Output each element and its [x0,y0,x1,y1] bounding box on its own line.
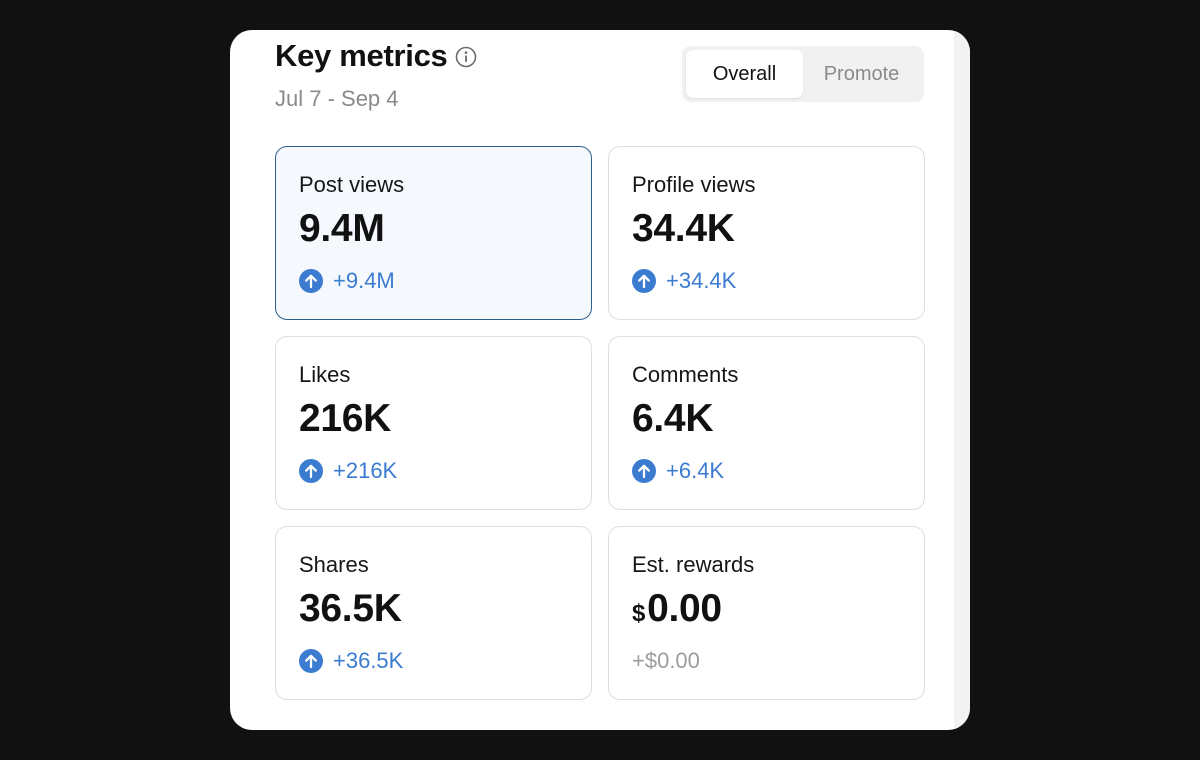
metric-value: 36.5K [299,585,568,633]
metric-delta-row: +34.4K [632,267,901,295]
metric-label: Post views [299,172,405,197]
metric-label: Comments [632,362,739,387]
page-title: Key metrics [275,38,448,73]
metric-delta: +6.4K [666,458,725,483]
metric-card-comments[interactable]: Comments 6.4K +6.4K [608,336,925,510]
metric-value: 34.4K [632,205,901,253]
metric-currency: $ [632,600,646,627]
metric-number: 216K [299,397,392,440]
metric-delta-row: +9.4M [299,267,568,295]
metric-delta: +34.4K [666,268,737,293]
date-range: Jul 7 - Sep 4 [275,86,399,111]
metric-value: $0.00 [632,585,901,633]
metric-label: Profile views [632,172,756,197]
metric-delta: +9.4M [333,268,395,293]
metric-card-profile-views[interactable]: Profile views 34.4K +34.4K [608,146,925,320]
metric-label: Shares [299,552,369,577]
title-row: Key metrics [275,38,477,74]
metric-number: 9.4M [299,207,385,250]
panel-edge [954,30,970,730]
metric-card-est-rewards[interactable]: Est. rewards $0.00 +$0.00 [608,526,925,700]
arrow-up-circle-icon [632,459,656,483]
key-metrics-panel: Key metrics Jul 7 - Sep 4 Overall Promot… [230,30,970,730]
metric-delta-row: +36.5K [299,647,568,675]
metric-card-likes[interactable]: Likes 216K +216K [275,336,592,510]
metric-number: 0.00 [647,587,722,630]
arrow-up-circle-icon [632,269,656,293]
metric-number: 36.5K [299,587,402,630]
metric-value: 6.4K [632,395,901,443]
metric-card-post-views[interactable]: Post views 9.4M +9.4M [275,146,592,320]
metric-label: Likes [299,362,351,387]
metric-card-shares[interactable]: Shares 36.5K +36.5K [275,526,592,700]
tab-overall[interactable]: Overall [686,50,803,98]
metric-delta: +216K [333,458,398,483]
metric-number: 6.4K [632,397,714,440]
arrow-up-circle-icon [299,269,323,293]
metric-delta: +$0.00 [632,648,700,673]
metric-delta-row: +$0.00 [632,647,901,675]
metric-value: 9.4M [299,205,568,253]
arrow-up-circle-icon [299,459,323,483]
arrow-up-circle-icon [299,649,323,673]
view-toggle: Overall Promote [682,46,924,102]
metric-delta-row: +6.4K [632,457,901,485]
info-icon[interactable] [455,46,477,68]
tab-promote[interactable]: Promote [823,62,900,85]
metric-delta: +36.5K [333,648,404,673]
panel-header: Key metrics Jul 7 - Sep 4 [275,38,477,112]
metric-value: 216K [299,395,568,443]
metrics-grid: Post views 9.4M +9.4M Profile views 34.4… [275,146,925,700]
metric-label: Est. rewards [632,552,755,577]
metric-delta-row: +216K [299,457,568,485]
metric-number: 34.4K [632,207,735,250]
